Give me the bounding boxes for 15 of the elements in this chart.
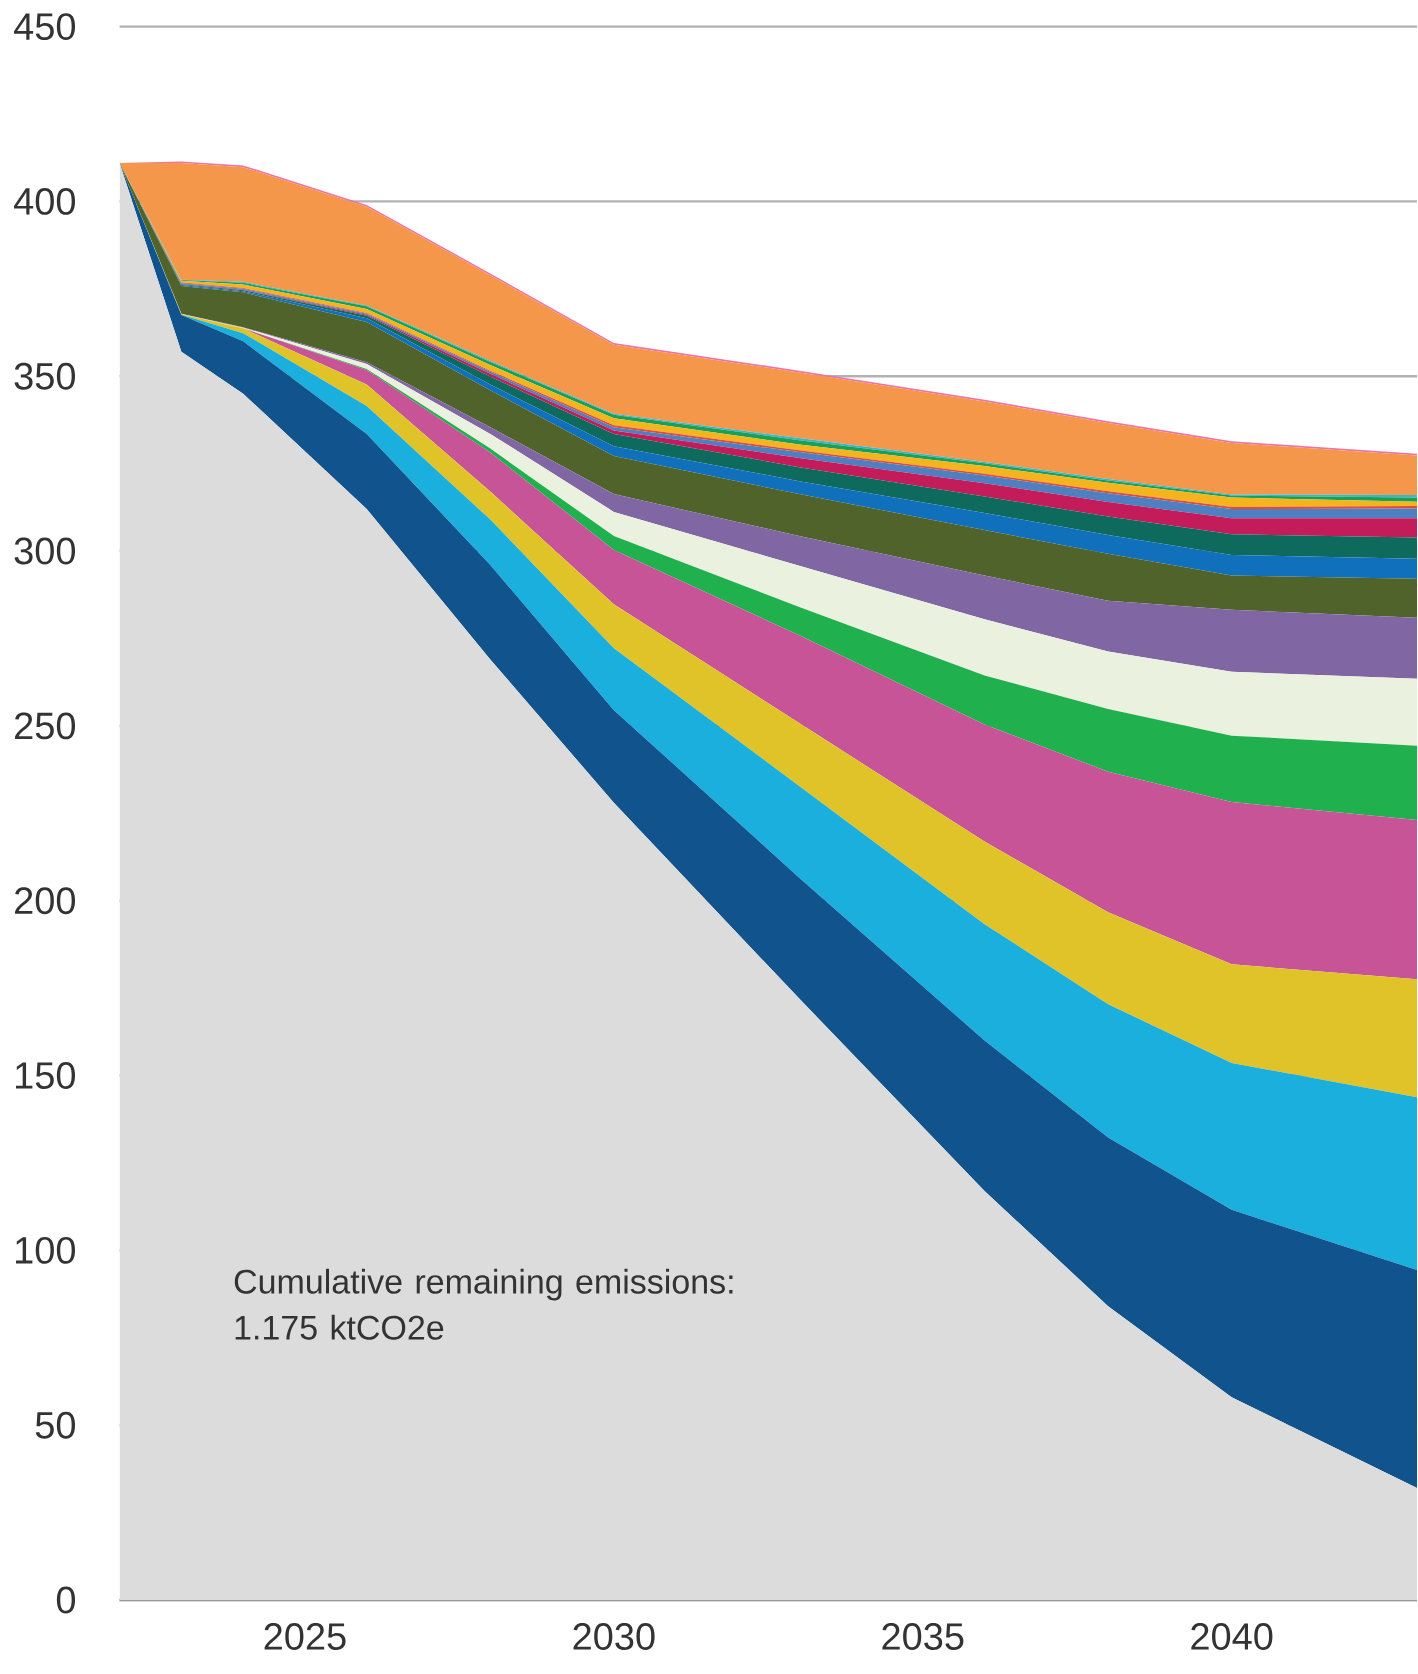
y-tick-label: 300: [14, 537, 75, 565]
y-tick-label: 350: [14, 362, 75, 390]
x-tick-label: 2035: [882, 1623, 964, 1650]
y-tick-label: 150: [15, 1062, 75, 1089]
y-tick-label: 50: [35, 1411, 75, 1439]
y-tick-label: 450: [13, 13, 75, 41]
y-tick-label: 400: [13, 187, 75, 215]
x-tick-label: 2025: [264, 1623, 346, 1650]
x-tick-label: 2040: [1191, 1623, 1273, 1650]
annotation: Cumulative remaining emissions: 1.175 ktCO2e: [234, 1268, 733, 1340]
y-tick-label: 100: [15, 1236, 75, 1264]
y-tick-label: 200: [14, 887, 75, 915]
x-tick-label: 2030: [573, 1623, 655, 1650]
y-tick-label: 250: [14, 712, 75, 740]
y-tick-label: 0: [56, 1586, 75, 1614]
